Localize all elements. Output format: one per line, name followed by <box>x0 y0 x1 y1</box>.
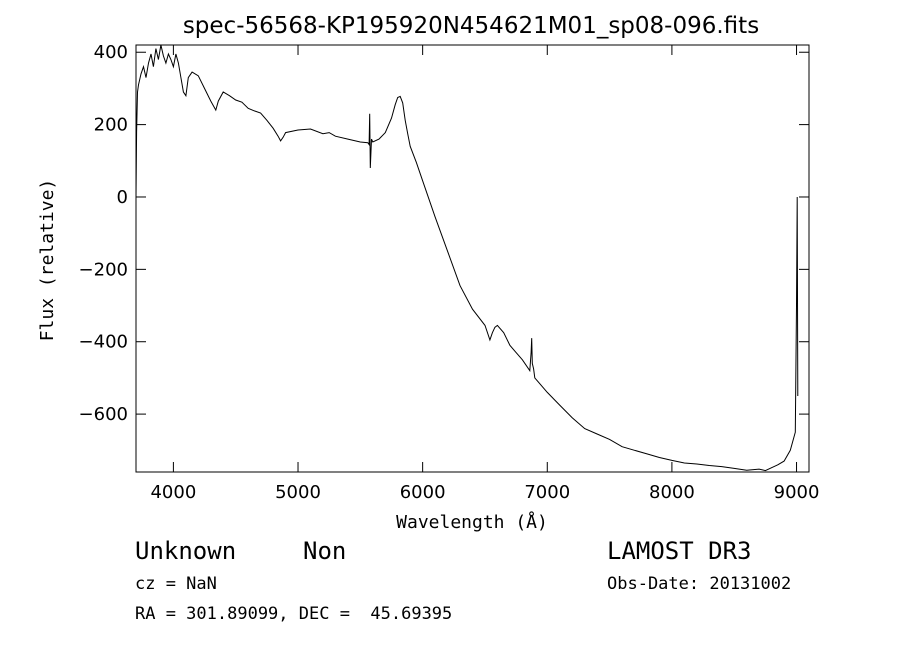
y-tick-label--600: −600 <box>79 404 128 425</box>
redshift-cz: cz = NaN <box>135 574 217 594</box>
chart-title: spec-56568-KP195920N454621M01_sp08-096.f… <box>183 13 759 39</box>
x-tick-label-5000: 5000 <box>275 482 321 503</box>
y-tick-label-200: 200 <box>94 115 128 136</box>
x-axis-tick-labels: 4000 5000 6000 7000 8000 9000 <box>150 482 819 503</box>
y-tick-label--400: −400 <box>79 332 128 353</box>
x-axis-label: Wavelength (Å) <box>396 511 548 533</box>
ra-dec-coordinates: RA = 301.89099, DEC = 45.69395 <box>135 604 453 624</box>
x-tick-label-4000: 4000 <box>150 482 196 503</box>
object-subclass: Non <box>303 537 347 565</box>
y-tick-label-0: 0 <box>117 187 128 208</box>
y-axis-tick-labels: −600 −400 −200 0 200 400 <box>79 42 128 425</box>
x-tick-label-6000: 6000 <box>400 482 446 503</box>
x-tick-label-8000: 8000 <box>649 482 695 503</box>
spectrum-series-line <box>135 44 799 472</box>
survey-name: LAMOST DR3 <box>607 537 752 565</box>
y-axis-ticks <box>136 51 809 415</box>
object-class: Unknown <box>135 537 237 565</box>
x-tick-label-9000: 9000 <box>774 482 820 503</box>
x-tick-label-7000: 7000 <box>524 482 570 503</box>
x-axis-ticks <box>172 45 798 472</box>
y-tick-label-400: 400 <box>94 42 128 63</box>
y-axis-label: Flux (relative) <box>37 179 58 342</box>
plot-frame <box>135 44 810 473</box>
y-tick-label--200: −200 <box>79 259 128 280</box>
observation-date: Obs-Date: 20131002 <box>607 574 792 594</box>
